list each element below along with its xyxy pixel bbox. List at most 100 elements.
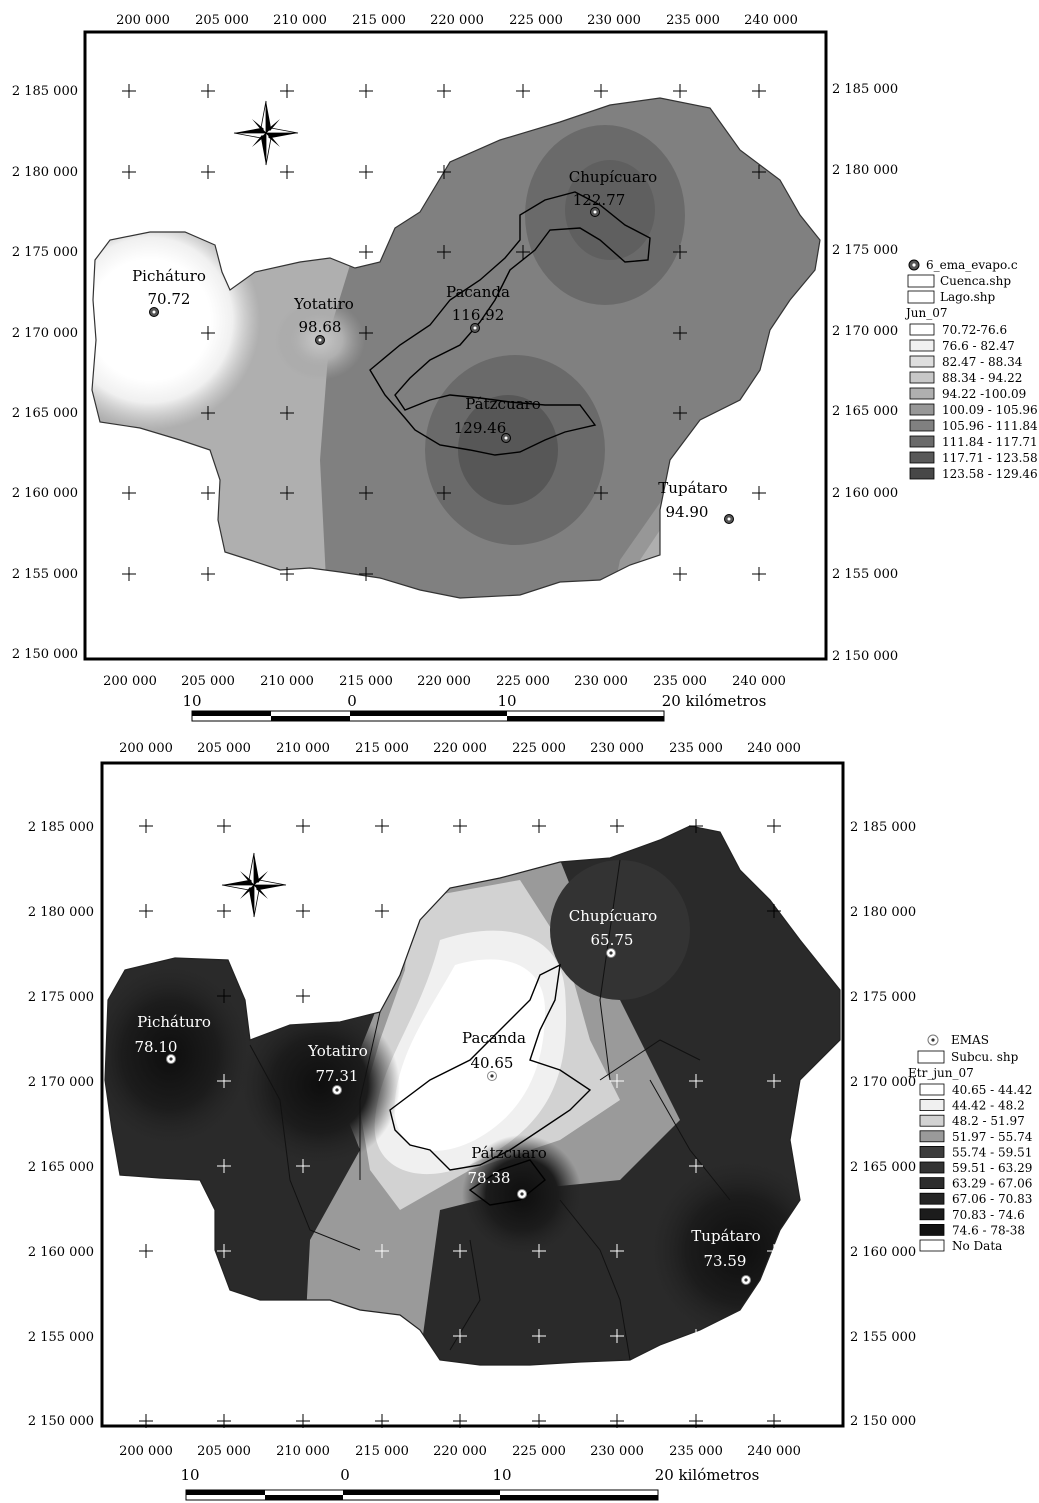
legend-swatch xyxy=(919,1146,945,1158)
legend-class-label: 105.96 - 111.84 xyxy=(942,419,1038,433)
legend-class-label: 59.51 - 63.29 xyxy=(952,1161,1032,1175)
top-legend: 6_ema_evapo.c Cuenca.shp Lago.shp Jun_07… xyxy=(904,258,1038,481)
top-basin-outline xyxy=(91,97,821,599)
x-tick: 220 000 xyxy=(430,13,484,28)
y-tick: 2 160 000 xyxy=(850,1245,916,1260)
y-tick: 2 175 000 xyxy=(832,243,898,258)
legend-title: Etr_jun_07 xyxy=(908,1066,974,1080)
y-tick: 2 175 000 xyxy=(12,245,78,260)
x-tick: 235 000 xyxy=(666,13,720,28)
station-name: Yotatiro xyxy=(293,295,354,313)
station-value: 98.68 xyxy=(299,318,342,336)
x-tick: 215 000 xyxy=(352,13,406,28)
station-value: 122.77 xyxy=(573,191,626,209)
station-marker xyxy=(590,207,600,217)
scale-label: 10 xyxy=(182,692,201,710)
legend-swatch xyxy=(919,1099,945,1111)
x-tick: 205 000 xyxy=(197,741,251,756)
top-y-ticks-right: 2 185 000 2 180 000 2 175 000 2 170 000 … xyxy=(832,82,898,664)
y-tick: 2 170 000 xyxy=(850,1075,916,1090)
y-tick: 2 180 000 xyxy=(832,163,898,178)
station-marker xyxy=(517,1189,527,1199)
bottom-x-ticks-top: 200 000 205 000 210 000 215 000 220 000 … xyxy=(119,741,801,756)
legend-class-label: 44.42 - 48.2 xyxy=(952,1099,1025,1113)
legend-class-label: 55.74 - 59.51 xyxy=(952,1145,1032,1159)
legend-classes: 40.65 - 44.42 44.42 - 48.248.2 - 51.97 51.… xyxy=(919,1083,1033,1253)
station-marker xyxy=(149,307,159,317)
bottom-y-ticks-right: 2 185 000 2 180 000 2 175 000 2 170 000 … xyxy=(850,820,916,1429)
y-tick: 2 175 000 xyxy=(28,990,94,1005)
x-tick: 205 000 xyxy=(195,13,249,28)
x-tick: 240 000 xyxy=(747,741,801,756)
legend-class-label: 74.6 - 78-38 xyxy=(952,1223,1025,1237)
legend-class-label: 123.58 - 129.46 xyxy=(942,467,1038,481)
x-tick: 200 000 xyxy=(116,13,170,28)
station-marker xyxy=(487,1071,497,1081)
scale-label: 10 xyxy=(180,1466,199,1484)
y-tick: 2 185 000 xyxy=(28,820,94,835)
bottom-map-surface xyxy=(105,826,840,1365)
station-name: Tupátaro xyxy=(691,1227,760,1245)
x-tick: 230 000 xyxy=(574,674,628,689)
legend-swatch xyxy=(909,435,935,448)
legend-swatch xyxy=(919,1192,945,1205)
x-tick: 205 000 xyxy=(181,674,235,689)
x-tick: 225 000 xyxy=(509,13,563,28)
bottom-legend: EMAS Subcu. shp Etr_jun_07 40.65 - 44.42… xyxy=(908,1033,1033,1253)
bottom-stations: Chupícuaro 65.75 Picháturo 78.10 Yotatir… xyxy=(135,907,761,1285)
legend-class-label: 88.34 - 94.22 xyxy=(942,371,1022,385)
legend-class-label: 111.84 - 117.71 xyxy=(942,435,1038,449)
y-tick: 2 165 000 xyxy=(12,406,78,421)
x-tick: 210 000 xyxy=(276,741,330,756)
station-value: 70.72 xyxy=(148,290,191,308)
legend-class-label: 100.09 - 105.96 xyxy=(942,403,1038,417)
legend-swatch xyxy=(919,1208,945,1221)
station-value: 78.38 xyxy=(468,1169,511,1187)
legend-class-label: 70.83 - 74.6 xyxy=(952,1208,1025,1222)
station-value: 73.59 xyxy=(704,1252,747,1270)
station-marker xyxy=(501,433,511,443)
top-y-ticks-left: 2 185 000 2 180 000 2 175 000 2 170 000 … xyxy=(12,84,78,662)
x-tick: 215 000 xyxy=(339,674,393,689)
legend-swatch xyxy=(919,1177,945,1189)
station-value: 40.65 xyxy=(471,1054,514,1072)
legend-swatch xyxy=(919,1083,945,1096)
top-x-ticks-bottom: 200 000 205 000 210 000 215 000 220 000 … xyxy=(103,674,786,689)
legend-title: Jun_07 xyxy=(904,306,948,320)
x-tick: 220 000 xyxy=(417,674,471,689)
station-value: 77.31 xyxy=(316,1067,359,1085)
legend-swatch xyxy=(919,1239,945,1252)
legend-swatch xyxy=(919,1114,945,1127)
legend-swatch xyxy=(909,467,935,480)
x-tick: 220 000 xyxy=(433,741,487,756)
legend-layer: 6_ema_evapo.c xyxy=(926,258,1018,272)
station-name: Pacanda xyxy=(446,283,510,301)
bottom-graticule-dark xyxy=(139,819,781,1428)
y-tick: 2 150 000 xyxy=(850,1414,916,1429)
legend-class-label: 67.06 - 70.83 xyxy=(952,1192,1032,1206)
station-name: Tupátaro xyxy=(658,479,727,497)
x-tick: 210 000 xyxy=(260,674,314,689)
y-tick: 2 165 000 xyxy=(28,1160,94,1175)
top-stations: Chupícuaro 122.77 Picháturo 70.72 Yotati… xyxy=(132,168,734,524)
station-marker xyxy=(606,948,616,958)
legend-class-label: 76.6 - 82.47 xyxy=(942,339,1015,353)
x-tick: 235 000 xyxy=(669,1444,723,1459)
y-tick: 2 170 000 xyxy=(28,1075,94,1090)
legend-class-label: 70.72-76.6 xyxy=(942,323,1007,337)
x-tick: 230 000 xyxy=(590,1444,644,1459)
x-tick: 220 000 xyxy=(433,1444,487,1459)
emas-symbol-icon xyxy=(927,1034,939,1046)
y-tick: 2 160 000 xyxy=(28,1245,94,1260)
legend-class-label: No Data xyxy=(952,1239,1002,1253)
y-tick: 2 160 000 xyxy=(832,486,898,501)
y-tick: 2 155 000 xyxy=(850,1330,916,1345)
bottom-basin-outline xyxy=(104,825,841,1366)
y-tick: 2 175 000 xyxy=(850,990,916,1005)
x-tick: 210 000 xyxy=(273,13,327,28)
station-name: Pátzcuaro xyxy=(465,395,541,413)
legend-swatch xyxy=(909,387,935,400)
station-name: Yotatiro xyxy=(307,1042,368,1060)
x-tick: 225 000 xyxy=(512,741,566,756)
y-tick: 2 150 000 xyxy=(12,647,78,662)
